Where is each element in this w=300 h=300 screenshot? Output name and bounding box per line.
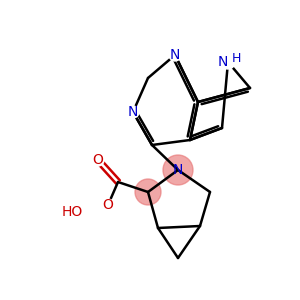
Text: N: N [173, 163, 183, 177]
Text: N: N [218, 55, 228, 69]
Circle shape [102, 199, 114, 211]
Circle shape [135, 179, 161, 205]
Text: H: H [231, 52, 241, 64]
Text: O: O [93, 153, 104, 167]
Text: O: O [103, 198, 113, 212]
Text: N: N [128, 105, 138, 119]
Circle shape [169, 49, 181, 61]
Circle shape [221, 55, 235, 69]
Circle shape [127, 106, 139, 118]
Circle shape [92, 154, 104, 166]
Text: HO: HO [61, 205, 82, 219]
Text: N: N [170, 48, 180, 62]
Circle shape [163, 155, 193, 185]
